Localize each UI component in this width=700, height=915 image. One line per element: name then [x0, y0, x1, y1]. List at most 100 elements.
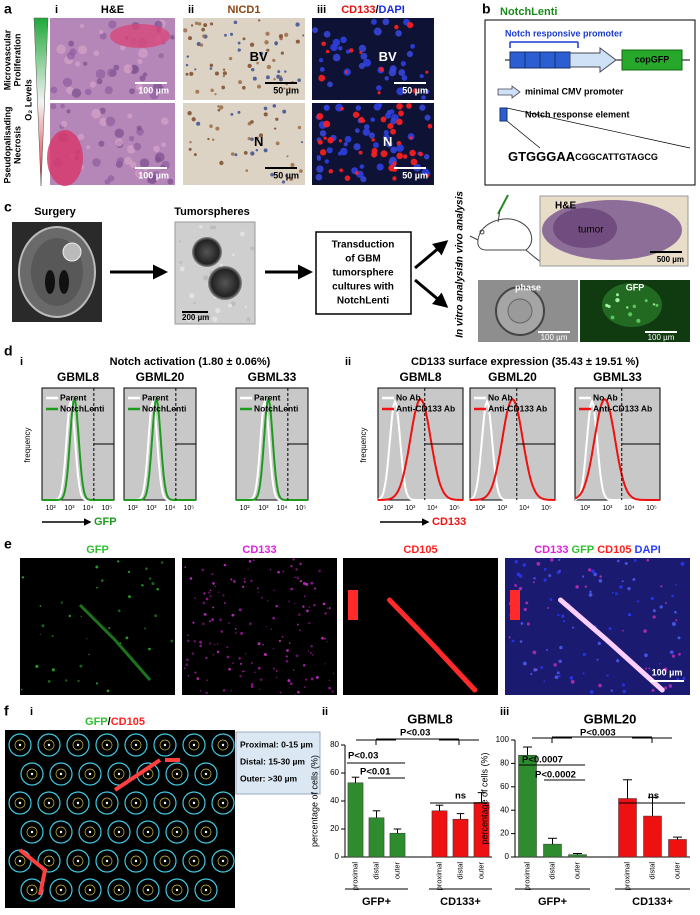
- texture: [644, 653, 648, 658]
- texture: [275, 141, 280, 146]
- texture: [533, 668, 537, 672]
- tick-label: 10⁴: [83, 505, 94, 512]
- texture: [244, 652, 247, 655]
- texture: [47, 130, 83, 186]
- texture: [299, 562, 302, 566]
- texture: [59, 270, 69, 294]
- texture: [396, 87, 405, 96]
- region-label: BV: [379, 49, 397, 64]
- texture: [258, 688, 261, 690]
- texture: [146, 772, 150, 776]
- texture: [610, 315, 615, 320]
- category-label: distal: [547, 862, 556, 880]
- texture: [511, 639, 515, 643]
- texture: [232, 253, 235, 257]
- zoom-line: [506, 120, 541, 149]
- legend-label: minimal CMV promoter: [525, 86, 624, 96]
- title: GFP/CD105: [85, 716, 145, 728]
- texture: [240, 631, 244, 635]
- texture: [153, 145, 160, 153]
- texture: [95, 69, 106, 79]
- texture: [269, 568, 272, 571]
- texture: [196, 41, 201, 47]
- texture: [185, 72, 189, 76]
- texture: [323, 105, 329, 110]
- zone-contour: [37, 849, 61, 873]
- texture: [675, 619, 678, 622]
- response-element: [509, 51, 526, 69]
- texture: [117, 888, 121, 892]
- texture: [398, 110, 404, 117]
- significance-label: ns: [455, 791, 466, 802]
- texture: [266, 600, 269, 602]
- texture: [376, 85, 382, 91]
- bar: [368, 817, 385, 858]
- texture: [212, 316, 218, 322]
- texture: [382, 133, 390, 141]
- texture: [309, 651, 312, 654]
- texture: [205, 314, 211, 319]
- texture: [358, 44, 367, 53]
- texture: [363, 124, 370, 130]
- texture: [199, 43, 204, 47]
- texture: [308, 606, 311, 608]
- texture: [242, 670, 244, 673]
- legend-label: Parent: [60, 392, 87, 402]
- texture: [196, 677, 200, 680]
- texture: [66, 51, 75, 60]
- title: GFP: [86, 544, 109, 556]
- texture: [202, 601, 206, 605]
- texture: [543, 568, 547, 571]
- texture: [305, 678, 308, 681]
- zone-contour: [8, 733, 32, 757]
- texture: [205, 597, 209, 601]
- texture: [18, 859, 22, 863]
- zone-contour: [188, 855, 200, 867]
- texture: [88, 888, 92, 892]
- texture: [229, 32, 234, 36]
- texture: [197, 22, 202, 26]
- zone-contour: [55, 826, 67, 838]
- texture: [344, 135, 352, 143]
- zone-contour: [66, 733, 90, 757]
- texture: [273, 589, 275, 592]
- texture: [545, 648, 548, 651]
- tick-label: 10³: [405, 505, 416, 512]
- texture: [232, 662, 235, 665]
- title-part: /: [375, 4, 378, 16]
- zone-contour: [217, 739, 229, 751]
- texture: [314, 587, 317, 590]
- vessel: [387, 597, 478, 693]
- texture: [293, 669, 295, 671]
- texture: [258, 19, 261, 22]
- title-part: DAPI: [635, 544, 661, 556]
- texture: [92, 158, 101, 167]
- texture: [419, 74, 424, 79]
- texture: [199, 644, 202, 648]
- texture: [59, 772, 63, 776]
- region-label: BV: [250, 49, 268, 64]
- texture: [607, 304, 611, 309]
- construct-title: NotchLenti: [500, 6, 557, 18]
- texture: [633, 559, 637, 562]
- title-part: NICD1: [227, 4, 260, 16]
- texture: [406, 103, 412, 109]
- texture: [215, 307, 221, 314]
- texture: [360, 52, 368, 60]
- texture: [332, 672, 334, 674]
- title-part: /: [631, 544, 634, 556]
- texture: [632, 578, 636, 581]
- texture: [312, 654, 314, 656]
- texture: [293, 602, 296, 605]
- texture: [113, 64, 120, 71]
- step-text: tumorsphere: [332, 268, 394, 279]
- texture: [186, 316, 192, 322]
- zone-contour: [200, 826, 212, 838]
- texture: [185, 663, 189, 667]
- texture: [263, 652, 267, 656]
- texture: [244, 305, 248, 309]
- vessel: [18, 758, 180, 896]
- texture: [294, 576, 296, 579]
- texture: [228, 621, 231, 624]
- zone-contour: [55, 884, 67, 896]
